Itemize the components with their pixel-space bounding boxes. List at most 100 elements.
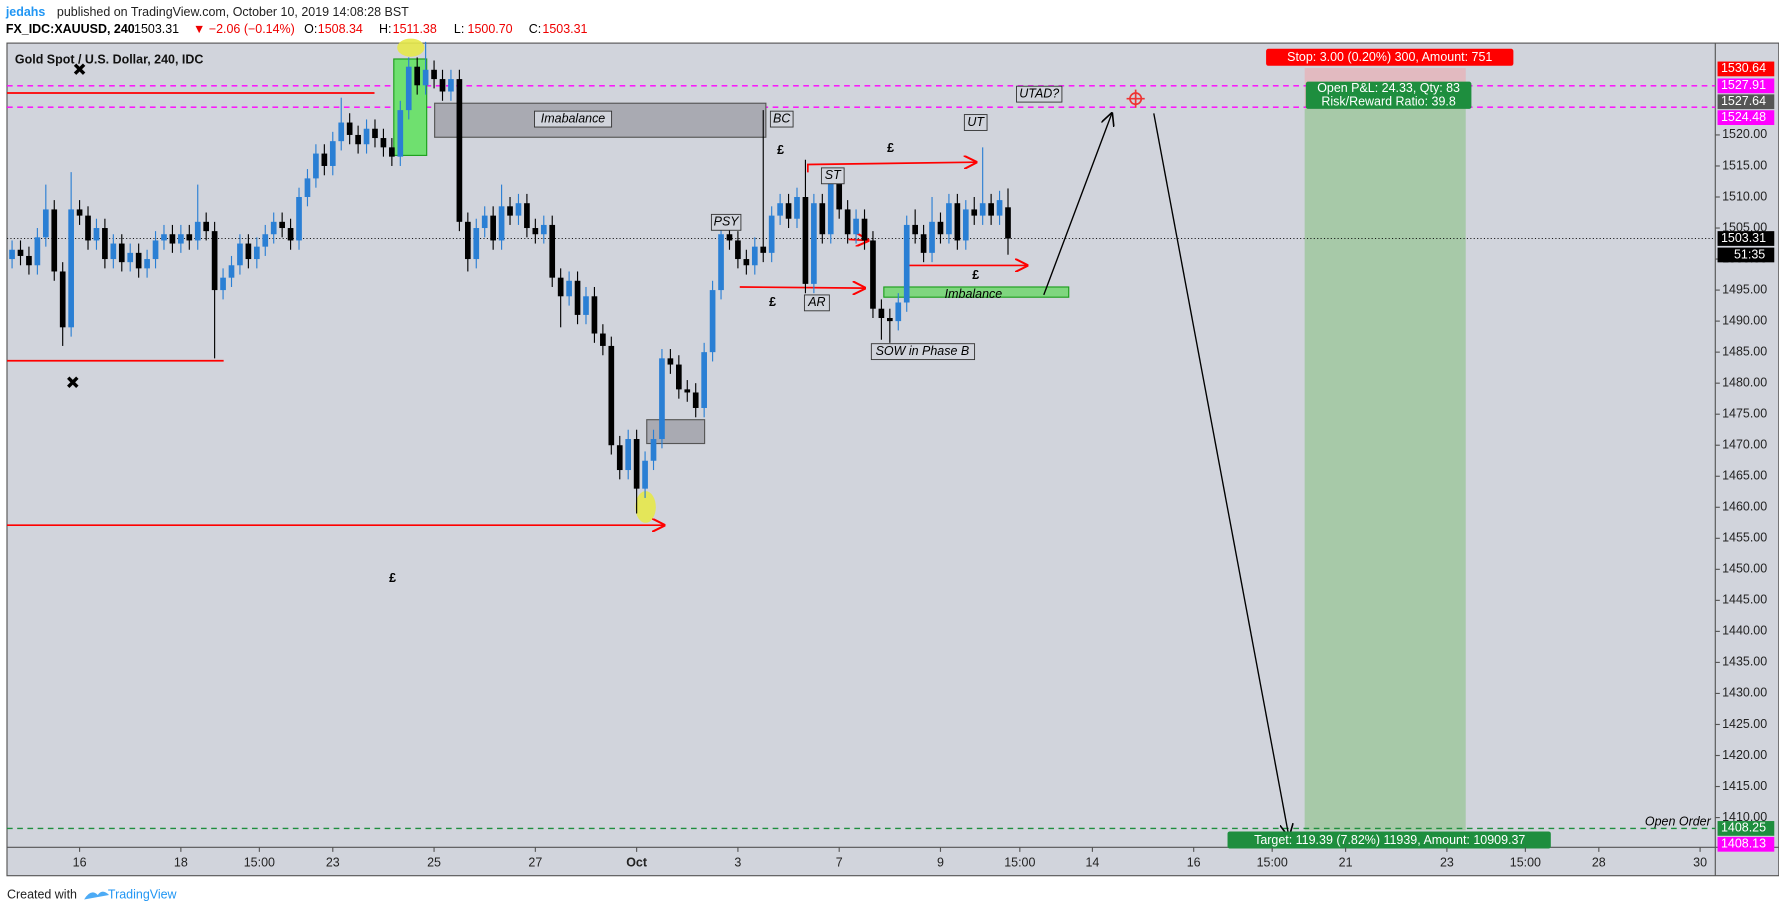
candle-body — [363, 128, 370, 145]
candle-body — [659, 358, 665, 440]
x-tick-label: 25 — [427, 856, 441, 870]
candle-body — [1005, 207, 1011, 239]
candle-body — [498, 206, 505, 241]
candle-body — [346, 122, 353, 135]
projection-arrow — [1153, 113, 1289, 836]
position-labels: Stop: 3.00 (0.20%) 300, Amount: 751 Open… — [1227, 48, 1551, 849]
candle-body — [9, 249, 15, 260]
y-tick-label: 1485.00 — [1722, 344, 1767, 358]
x-tick-label: 23 — [1440, 856, 1454, 870]
candle-body — [76, 209, 83, 216]
candle-body — [490, 215, 496, 241]
x-tick-label: 7 — [836, 856, 843, 870]
candle-body — [633, 439, 640, 489]
candle-body — [448, 79, 454, 92]
candle-body — [887, 318, 893, 322]
candle-body — [186, 234, 193, 241]
candle-body — [743, 259, 750, 266]
candle-body — [237, 243, 243, 266]
candle-body — [962, 209, 969, 241]
price-label: 1524.48 — [1721, 110, 1766, 124]
price-label: 1408.13 — [1721, 837, 1766, 851]
target-label: Target: 119.39 (7.82%) 11939, Amount: 10… — [1254, 833, 1525, 847]
candle-body — [751, 246, 758, 266]
candle-body — [760, 246, 767, 253]
y-tick-label: 1450.00 — [1722, 562, 1767, 576]
x-tick-label: 21 — [1339, 856, 1353, 870]
price-label-bg — [1717, 231, 1775, 246]
candle-body — [785, 203, 792, 219]
x-tick-label: 9 — [937, 856, 944, 870]
x-tick-label: 15:00 — [1004, 856, 1035, 870]
candle-body — [946, 203, 952, 235]
candle-body — [51, 209, 58, 272]
candle-body — [203, 221, 210, 232]
candle-body — [574, 280, 581, 315]
candle-body — [338, 122, 345, 142]
annotation: UT — [967, 115, 985, 129]
y-tick-label: 1460.00 — [1722, 500, 1767, 514]
candle-body — [811, 203, 817, 284]
x-tick-label: 27 — [528, 856, 542, 870]
stop-label: Stop: 3.00 (0.20%) 300, Amount: 751 — [1287, 50, 1492, 64]
header: jedahs published on TradingView.com, Oct… — [5, 5, 588, 36]
candle-body — [971, 209, 978, 216]
y-tick-label: 1410.00 — [1722, 810, 1767, 824]
created-with: Created with — [7, 887, 77, 901]
y-tick-label: 1430.00 — [1722, 686, 1767, 700]
candle-body — [625, 439, 632, 471]
candle-body — [144, 259, 150, 269]
candle-body — [667, 358, 674, 365]
candle-body — [929, 221, 935, 253]
candle-body — [642, 460, 648, 489]
candle-body — [524, 203, 530, 229]
candle-body — [768, 215, 775, 253]
candle-body — [355, 134, 361, 145]
y-tick-label: 1510.00 — [1722, 189, 1767, 203]
level-arrow — [739, 287, 865, 288]
candle-body — [684, 389, 691, 393]
chart-bg — [6, 43, 1779, 876]
price-label: 1408.25 — [1721, 821, 1766, 835]
quote: O: 1508.34 H: 1511.38 L: 1500.70 C: 1503.31 — [304, 22, 587, 36]
candles — [9, 41, 1011, 514]
candle-body — [600, 333, 606, 346]
x-tick-label: 16 — [73, 856, 87, 870]
y-tick-label: 1505.00 — [1722, 220, 1767, 234]
label-box — [820, 167, 845, 185]
annotation: SOW in Phase B — [876, 344, 970, 358]
candle-body — [557, 277, 564, 297]
symbol: FX_IDC:XAUUSD, 240 — [6, 22, 135, 36]
candle-body — [253, 246, 260, 260]
candle-body — [481, 215, 488, 229]
last-price: 1503.31 — [134, 22, 179, 36]
candle-body — [726, 234, 733, 241]
y-tick-label: 1455.00 — [1722, 531, 1767, 545]
brand[interactable]: TradingView — [108, 887, 178, 901]
candle-body — [735, 240, 741, 260]
annotation: Imabalance — [541, 111, 606, 125]
x-tick-label: 16 — [1187, 856, 1201, 870]
candle-body — [127, 252, 134, 263]
candle-body — [912, 224, 918, 235]
candle-body — [372, 128, 378, 139]
label-box — [963, 114, 988, 131]
candle-body — [861, 218, 868, 241]
quote-value: 1508.34 — [318, 22, 363, 36]
candle-body — [566, 280, 572, 297]
candle-body — [608, 345, 615, 446]
candle-body — [692, 392, 699, 408]
y-tick-label: 1470.00 — [1722, 438, 1767, 452]
candle-body — [794, 197, 800, 219]
candle-body — [68, 209, 74, 328]
annotation: Open Order — [1645, 815, 1712, 829]
candle-body — [903, 224, 910, 303]
candle-body — [287, 228, 294, 241]
candle-body — [456, 79, 463, 222]
price-label: 1503.31 — [1721, 231, 1766, 245]
candle-body — [895, 302, 902, 322]
candle-body — [996, 200, 1003, 216]
user[interactable]: jedahs — [5, 5, 46, 19]
projection-arrow — [1043, 113, 1112, 296]
x-tick-label: 3 — [734, 856, 741, 870]
